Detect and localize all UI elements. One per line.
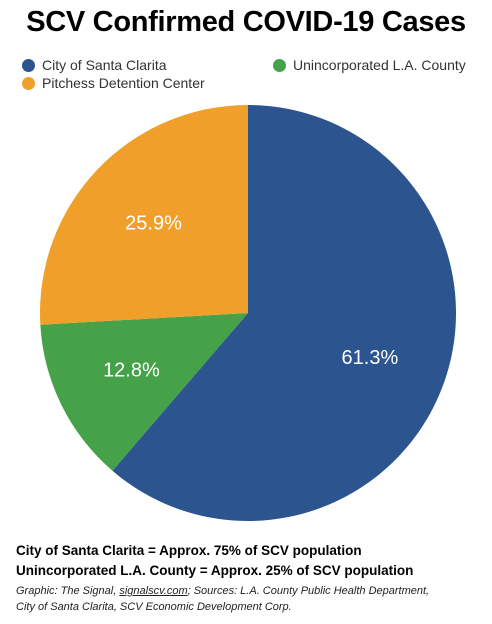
pie-slice-unincorporated-l-a-county	[40, 313, 249, 471]
signalscv-link[interactable]: signalscv.com	[119, 585, 188, 597]
legend-item-pitchess: Pitchess Detention Center	[22, 75, 205, 91]
pie-slice-city-of-santa-clarita	[112, 105, 456, 521]
legend-label-pitchess: Pitchess Detention Center	[42, 75, 205, 91]
credits: Graphic: The Signal, signalscv.com; Sour…	[16, 583, 429, 615]
credits-sources: ; Sources: L.A. County Public Health Dep…	[187, 585, 430, 597]
pie-chart: 61.3% 12.8% 25.9%	[40, 105, 456, 521]
population-notes: City of Santa Clarita = Approx. 75% of S…	[16, 541, 413, 581]
pie-label-pitchess-detention-center: 25.9%	[125, 213, 182, 235]
legend-swatch-unincorporated	[273, 58, 286, 72]
note-unincorporated-population: Unincorporated L.A. County = Approx. 25%…	[16, 563, 414, 578]
pie-label-city-of-santa-clarita: 61.3%	[342, 347, 399, 369]
legend-item-city: City of Santa Clarita	[22, 57, 167, 73]
chart-title: SCV Confirmed COVID-19 Cases	[26, 6, 466, 38]
credits-graphic: Graphic: The Signal,	[16, 585, 120, 597]
legend-label-city: City of Santa Clarita	[42, 57, 167, 73]
pie-slice-pitchess-detention-center	[40, 105, 248, 325]
pie-label-unincorporated-l-a-county: 12.8%	[103, 360, 160, 382]
legend-label-unincorporated: Unincorporated L.A. County	[293, 57, 466, 73]
legend-item-unincorporated: Unincorporated L.A. County	[273, 57, 466, 73]
credits-line-1: Graphic: The Signal, signalscv.com; Sour…	[16, 583, 429, 599]
legend-swatch-pitchess	[22, 76, 35, 90]
note-city-population: City of Santa Clarita = Approx. 75% of S…	[16, 543, 362, 558]
legend-swatch-city	[22, 58, 35, 72]
credits-line-2: City of Santa Clarita, SCV Economic Deve…	[16, 601, 292, 613]
